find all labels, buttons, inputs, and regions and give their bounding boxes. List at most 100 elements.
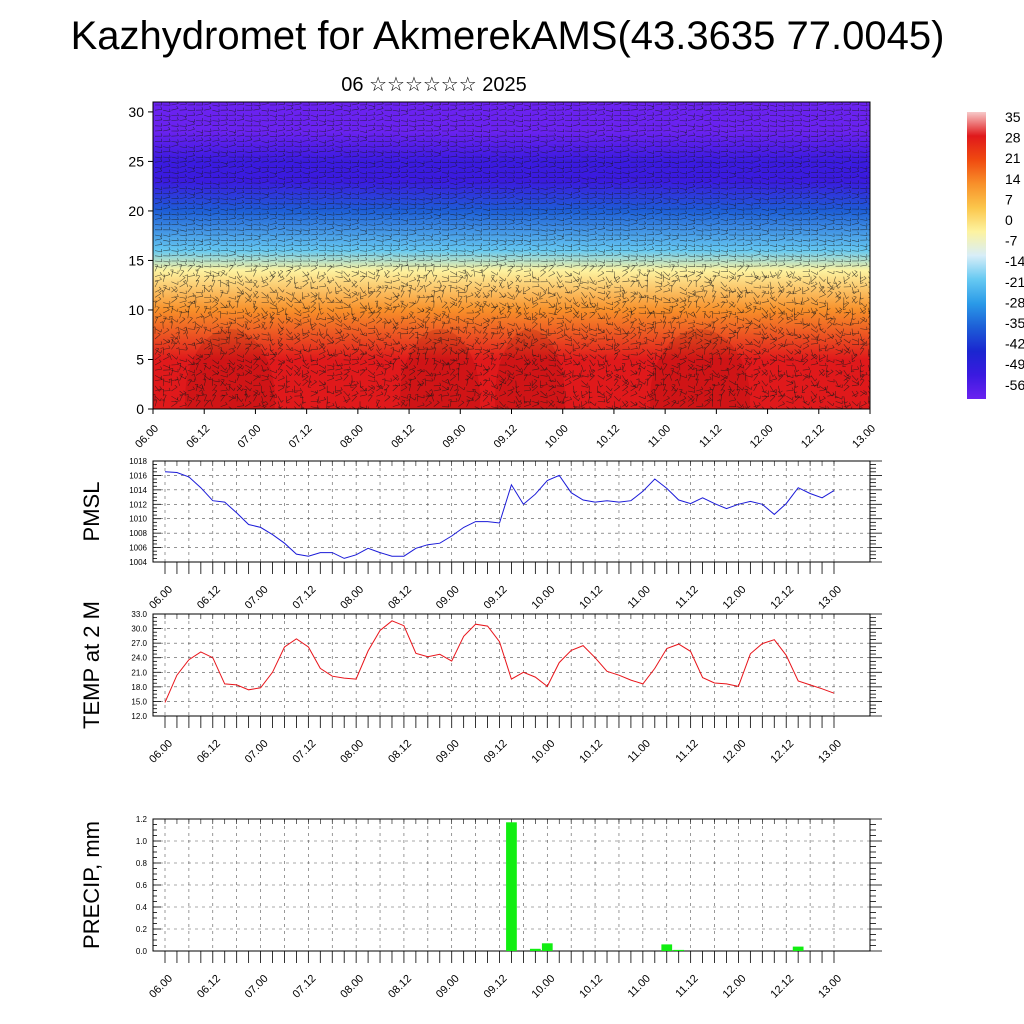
colorbar-gradient: [967, 112, 986, 399]
chart-title: Kazhydromet for AkmerekAMS(43.3635 77.00…: [70, 14, 945, 58]
x-tick-label: 07.12: [291, 738, 319, 766]
heat-ytick-label: 15: [128, 252, 144, 268]
y-tick-label: 0.0: [136, 947, 148, 956]
x-tick-label: 06.12: [195, 973, 223, 1001]
grid: [153, 613, 870, 717]
y-axis-title: PMSL: [79, 482, 104, 542]
heat-xtick-label: 09.12: [492, 423, 520, 451]
x-tick-label: 10.12: [577, 738, 605, 766]
heat-ytick-label: 25: [128, 153, 144, 169]
heat-xtick-label: 12.00: [748, 423, 776, 451]
heat-xtick-label: 11.12: [697, 423, 724, 450]
y-axis-title: TEMP at 2 M: [79, 601, 104, 729]
colorbar-label: 35: [1005, 109, 1021, 125]
colorbar-label: -14: [1005, 253, 1024, 269]
heat-xtick-label: 12.12: [799, 423, 827, 451]
x-tick-label: 13.00: [816, 973, 844, 1001]
y-tick-label: 21.0: [131, 668, 147, 677]
hotspot-2: [495, 329, 565, 409]
y-tick-label: 18.0: [131, 683, 147, 692]
heat-xtick-label: 10.12: [594, 423, 622, 451]
x-tick-label: 06.00: [147, 738, 175, 766]
precip-bar: [541, 943, 553, 951]
wind-temperature-panel: 0 5 10 15 20 25 30 06.00 06.12 07.00 07.12 08.00 08.…: [128, 101, 878, 451]
x-tick-label: 12.00: [721, 584, 749, 612]
y-tick-label: 1006: [129, 544, 147, 553]
x-tick-label: 13.00: [816, 738, 844, 766]
heat-xtick-label: 08.12: [389, 423, 417, 451]
colorbar-label: -7: [1005, 233, 1018, 249]
heat-xtick-label: 08.00: [338, 423, 366, 451]
y-tick-label: 0.4: [136, 903, 148, 912]
x-tick-label: 06.00: [147, 973, 175, 1001]
heat-xtick-label: 09.00: [440, 423, 468, 451]
x-tick-label: 12.12: [768, 973, 796, 1001]
temperature-panel: 12.0 15.0 18.0 21.0 24.0 27.0 30.0 33.0 06.00 06.…: [79, 601, 882, 766]
y-tick-label: 1004: [129, 558, 147, 567]
heat-ytick-label: 20: [128, 203, 144, 219]
x-tick-label: 11.12: [673, 584, 700, 611]
x-tick-label: 09.12: [482, 973, 510, 1001]
x-tick-label: 10.00: [529, 973, 557, 1001]
heat-ytick-label: 30: [128, 104, 144, 120]
x-tick-label: 09.12: [482, 738, 510, 766]
colorbar-label: -28: [1005, 294, 1024, 310]
x-tick-label: 08.12: [386, 973, 414, 1001]
x-tick-label: 10.00: [529, 584, 557, 612]
colorbar-label: 7: [1005, 191, 1013, 207]
x-tick-label: 08.12: [386, 738, 414, 766]
chart-subtitle: 06 ☆☆☆☆☆☆ 2025: [341, 74, 527, 96]
colorbar-label: 14: [1005, 171, 1021, 187]
x-tick-label: 07.00: [243, 973, 271, 1001]
heat-xtick-label: 07.00: [236, 423, 264, 451]
colorbar-label: -56: [1005, 377, 1024, 393]
y-tick-label: 24.0: [131, 654, 147, 663]
x-tick-label: 10.12: [577, 584, 605, 612]
colorbar-label: 21: [1005, 150, 1021, 166]
colorbar: 35 28 21 14 7 0 -7 -14 -21 -28 -35 -42 -49 -56: [967, 109, 1024, 399]
x-tick-label: 12.12: [768, 584, 796, 612]
x-tick-label: 11.00: [626, 973, 653, 1000]
x-tick-label: 13.00: [816, 584, 844, 612]
y-tick-label: 1016: [129, 471, 147, 480]
precip-bar: [506, 822, 517, 951]
x-tick-label: 10.00: [529, 738, 557, 766]
x-tick-label: 09.00: [434, 973, 462, 1001]
x-tick-label: 12.12: [768, 738, 796, 766]
pmsl-panel: 1004 1006 1008 1010 1012 1014 1016 1018 06.00 06.…: [79, 457, 882, 612]
colorbar-label: -21: [1005, 274, 1024, 290]
colorbar-label: 0: [1005, 212, 1013, 228]
x-tick-label: 09.12: [482, 584, 510, 612]
heat-xtick-label: 06.00: [133, 423, 161, 451]
colorbar-label: -35: [1005, 315, 1024, 331]
heat-xtick-label: 07.12: [287, 423, 315, 451]
x-tick-label: 06.12: [195, 738, 223, 766]
x-tick-label: 08.00: [338, 738, 366, 766]
colorbar-label: 28: [1005, 130, 1021, 146]
x-tick-label: 11.00: [626, 584, 653, 611]
y-tick-label: 12.0: [131, 712, 147, 721]
heat-ytick-label: 5: [136, 351, 144, 367]
x-tick-label: 09.00: [434, 738, 462, 766]
hotspot-1: [400, 329, 480, 409]
x-tick-label: 09.00: [434, 584, 462, 612]
y-tick-label: 0.6: [136, 881, 148, 890]
y-tick-label: 30.0: [131, 625, 147, 634]
colorbar-label: -49: [1005, 356, 1024, 372]
y-tick-label: 15.0: [131, 697, 147, 706]
x-tick-label: 07.00: [243, 738, 271, 766]
hotspot-0: [185, 329, 275, 409]
x-tick-label: 08.12: [386, 584, 414, 612]
x-tick-label: 11.00: [626, 738, 653, 765]
precip-bar: [673, 949, 685, 951]
heat-xtick-label: 11.00: [646, 423, 673, 450]
x-tick-label: 12.00: [721, 738, 749, 766]
heat-xtick-label: 06.12: [184, 423, 212, 451]
heat-xtick-label: 10.00: [543, 423, 571, 451]
x-tick-label: 08.00: [338, 973, 366, 1001]
precip-bar: [529, 948, 541, 951]
x-tick-label: 08.00: [338, 584, 366, 612]
x-tick-label: 06.00: [147, 584, 175, 612]
series-line: [164, 620, 835, 703]
